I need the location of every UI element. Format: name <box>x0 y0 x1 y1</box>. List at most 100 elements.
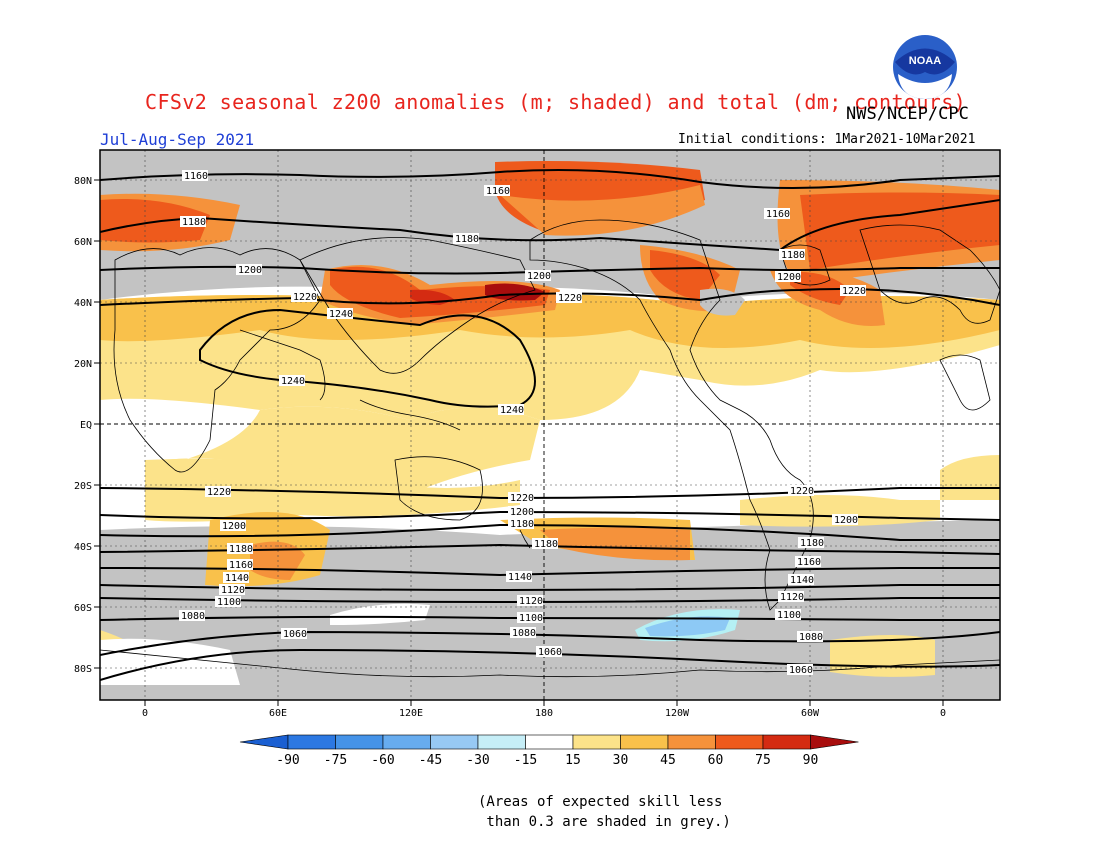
svg-text:1140: 1140 <box>508 572 532 583</box>
contour-label: 1120 <box>517 595 543 607</box>
colorbar-arrow-right <box>810 734 859 750</box>
anom-75-90-asia <box>485 283 545 301</box>
anom-15-30-sh-atlantic <box>740 455 1000 527</box>
svg-text:1200: 1200 <box>510 507 534 518</box>
lat-label: 80S <box>74 664 92 675</box>
contour-label: 1220 <box>508 492 534 504</box>
contour-label: 1080 <box>797 631 823 643</box>
colorbar-arrow-left <box>239 734 289 750</box>
colorbar-swatch <box>477 734 526 750</box>
svg-text:1100: 1100 <box>777 610 801 621</box>
svg-text:1180: 1180 <box>182 217 206 228</box>
svg-text:1180: 1180 <box>534 539 558 550</box>
colorbar-tick-label: -15 <box>514 753 537 768</box>
contour-label: 1180 <box>227 543 253 555</box>
svg-text:1160: 1160 <box>797 557 821 568</box>
contour-label: 1140 <box>788 574 814 586</box>
svg-text:1160: 1160 <box>766 209 790 220</box>
svg-text:1180: 1180 <box>800 538 824 549</box>
anom-45-60-pacific-n <box>500 185 705 236</box>
lat-label: 20S <box>74 481 92 492</box>
skill-caption: (Areas of expected skill less than 0.3 a… <box>478 794 731 830</box>
colorbar-tick-label: -90 <box>276 753 299 768</box>
contour-label: 1060 <box>536 646 562 658</box>
anom-15-30-sh-west <box>145 458 520 522</box>
map-panel: 1160 1180 1200 1220 1240 1240 1240 1220 … <box>74 149 1001 719</box>
svg-text:1220: 1220 <box>842 286 866 297</box>
svg-text:1200: 1200 <box>777 272 801 283</box>
colorbar-tick-label: -75 <box>324 753 347 768</box>
forecast-period: Jul-Aug-Sep 2021 <box>100 130 255 149</box>
colorbar-swatch <box>620 734 669 750</box>
latitude-axis: 80N 60N 40N 20N EQ 20S 40S 60S 80S <box>74 176 92 675</box>
contour-label: 1120 <box>778 591 804 603</box>
longitude-axis: 0 60E 120E 180 120W 60W 0 <box>142 708 946 719</box>
contour-label: 1100 <box>517 612 543 624</box>
lat-label: 20N <box>74 359 92 370</box>
contour-label: 1200 <box>775 271 801 283</box>
svg-text:1200: 1200 <box>527 271 551 282</box>
lat-label: EQ <box>80 420 92 431</box>
colorbar-tick-label: 30 <box>613 753 629 768</box>
contour-label: 1160 <box>227 559 253 571</box>
svg-text:1080: 1080 <box>799 632 823 643</box>
svg-text:1220: 1220 <box>293 292 317 303</box>
svg-text:1100: 1100 <box>217 597 241 608</box>
contour-label: 1080 <box>179 610 205 622</box>
lon-label: 120W <box>665 708 690 719</box>
colorbar-tick-label: -45 <box>419 753 442 768</box>
colorbar-swatch <box>382 734 431 750</box>
svg-text:1220: 1220 <box>558 293 582 304</box>
svg-text:1220: 1220 <box>207 487 231 498</box>
svg-text:NOAA: NOAA <box>909 55 941 67</box>
anom-60-75-atlantic-n <box>800 192 1000 270</box>
contour-label: 1240 <box>327 308 353 320</box>
contour-label: 1180 <box>779 249 805 261</box>
svg-text:1060: 1060 <box>283 629 307 640</box>
colorbar-swatch <box>525 734 574 750</box>
svg-text:1220: 1220 <box>510 493 534 504</box>
svg-text:1140: 1140 <box>225 573 249 584</box>
contour-label: 1160 <box>795 556 821 568</box>
svg-text:1060: 1060 <box>538 647 562 658</box>
colorbar-swatch <box>430 734 479 750</box>
anom-45-60-pacific <box>540 527 690 561</box>
colorbar-tick-label: 45 <box>660 753 676 768</box>
contour-label: 1060 <box>281 628 307 640</box>
lon-label: 60W <box>801 708 820 719</box>
initial-conditions: Initial conditions: 1Mar2021-10Mar2021 <box>678 132 976 147</box>
contour-label: 1100 <box>775 609 801 621</box>
contour-label: 1200 <box>220 520 246 532</box>
colorbar-swatch <box>667 734 716 750</box>
svg-text:1160: 1160 <box>184 171 208 182</box>
contour-label: 1220 <box>291 291 317 303</box>
contour-label: 1160 <box>182 170 208 182</box>
colorbar-tick-label: 90 <box>803 753 819 768</box>
lon-label: 0 <box>142 708 148 719</box>
svg-text:1240: 1240 <box>329 309 353 320</box>
colorbar-swatch <box>287 734 336 750</box>
lat-label: 60N <box>74 237 92 248</box>
contour-label: 1180 <box>453 233 479 245</box>
contour-label: 1220 <box>205 486 231 498</box>
contour-label: 1180 <box>180 216 206 228</box>
svg-text:1200: 1200 <box>222 521 246 532</box>
colorbar-swatch <box>335 734 384 750</box>
noaa-logo: NOAA <box>893 35 957 99</box>
org-label: NWS/NCEP/CPC <box>846 104 969 124</box>
chart-title: CFSv2 seasonal z200 anomalies (m; shaded… <box>145 90 967 114</box>
contour-label: 1180 <box>532 538 558 550</box>
anom-60-75-europe <box>100 199 210 243</box>
colorbar-tick-label: -30 <box>466 753 489 768</box>
svg-text:1180: 1180 <box>229 544 253 555</box>
colorbar: -90 -75 -60 -45 -30 -15 15 30 45 60 75 90 <box>239 734 859 768</box>
svg-text:1160: 1160 <box>486 186 510 197</box>
contour-label: 1220 <box>556 292 582 304</box>
lat-label: 80N <box>74 176 92 187</box>
contour-label: 1200 <box>832 514 858 526</box>
contour-label: 1200 <box>508 506 534 518</box>
contour-label: 1220 <box>840 285 866 297</box>
lon-label: 60E <box>269 708 287 719</box>
contour-label: 1140 <box>223 572 249 584</box>
colorbar-swatch <box>572 734 621 750</box>
